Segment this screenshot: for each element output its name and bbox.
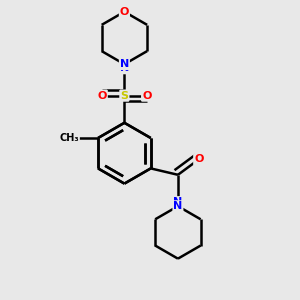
Text: S: S xyxy=(120,91,128,100)
Text: N: N xyxy=(120,63,129,74)
Text: O: O xyxy=(142,91,152,100)
Text: CH₃: CH₃ xyxy=(59,133,79,143)
Text: O: O xyxy=(97,91,107,100)
Text: S: S xyxy=(120,91,128,100)
Text: O: O xyxy=(194,154,203,164)
Text: O: O xyxy=(120,7,129,17)
Text: O: O xyxy=(97,91,107,100)
Text: N: N xyxy=(173,197,183,207)
Text: N: N xyxy=(120,59,129,69)
Text: O: O xyxy=(142,91,152,100)
Text: N: N xyxy=(173,201,183,211)
